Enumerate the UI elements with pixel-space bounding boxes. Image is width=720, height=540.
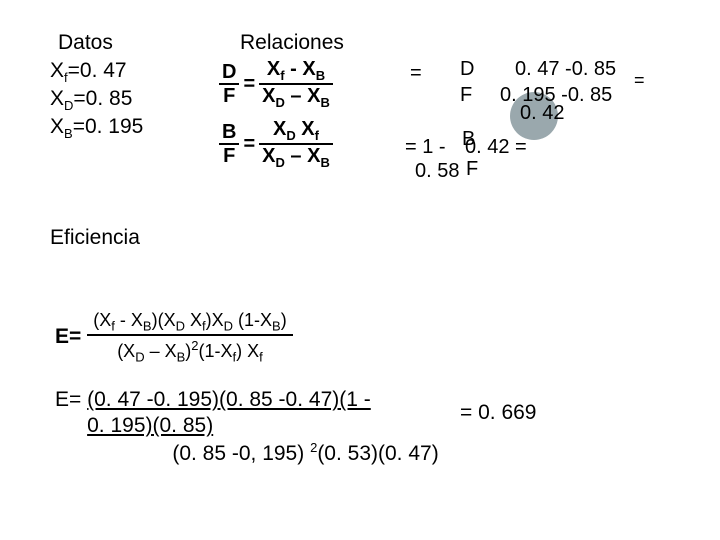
xd-val: =0. 85: [73, 87, 132, 110]
df-D: D: [219, 61, 239, 85]
xb-sub: B: [64, 126, 73, 141]
eff-de: ) X: [236, 341, 259, 361]
eff-ncsub: D: [176, 319, 185, 334]
eff-na: (X: [93, 310, 111, 330]
eff-db: – X: [145, 341, 177, 361]
xd-sub: D: [64, 98, 73, 113]
eff-num: (Xf - XB)(XD Xf)XD (1-XB): [87, 310, 292, 336]
calc2-F: F: [466, 158, 478, 181]
eficiencia-title: Eficiencia: [50, 225, 140, 251]
eff-sub-l1: (0. 47 -0. 195)(0. 85 -0. 47)(1 -: [87, 388, 371, 411]
df-num-b: X: [302, 58, 315, 80]
eff-da: (X: [117, 341, 135, 361]
df-den-bsub: B: [320, 95, 329, 110]
bf-right-frac: XD Xf XD – XB: [259, 118, 333, 171]
eff-dasub: D: [135, 349, 144, 364]
eff-sub-l2: 0. 195)(0. 85): [87, 414, 213, 437]
calc1-res: 0. 42: [520, 102, 564, 125]
bf-left-frac: B F: [219, 121, 239, 167]
df-F: F: [219, 85, 239, 107]
df-den-a: X: [262, 85, 275, 107]
df-den-b: X: [307, 85, 320, 107]
eff-desub: f: [259, 349, 263, 364]
df-num-a: X: [267, 58, 280, 80]
calc1-F: F: [460, 84, 472, 107]
relaciones-title: Relaciones: [240, 30, 344, 56]
datos-title: Datos: [58, 30, 113, 56]
xb-sym: X: [50, 115, 64, 138]
calc1-res-eq: =: [634, 70, 645, 91]
bf-den-bsub: B: [320, 155, 329, 170]
eff-nbsub: B: [143, 319, 152, 334]
calc1-lead: =: [410, 62, 422, 85]
eff-result: = 0. 669: [460, 400, 536, 426]
bf-num-asub: D: [286, 128, 295, 143]
df-left-frac: D F: [219, 61, 239, 107]
datos-xf: Xf=0. 47: [50, 58, 127, 86]
efficiency-formula: E= (Xf - XB)(XD Xf)XD (1-XB) (XD – XB)2(…: [55, 310, 293, 364]
calc2-lead: = 1 -: [405, 136, 446, 159]
datos-xd: XD=0. 85: [50, 86, 132, 114]
df-den-minus: –: [285, 85, 307, 107]
calc2-mid: 0. 42 =: [465, 136, 527, 159]
eff-den: (XD – XB)2(1-Xf) Xf: [87, 336, 292, 365]
eff-ng: ): [281, 310, 287, 330]
eff-dd: (1-X: [199, 341, 233, 361]
eff-nf: (1-X: [233, 310, 272, 330]
bf-eq: =: [243, 133, 255, 156]
eff-E: E=: [55, 325, 81, 349]
xd-sym: X: [50, 87, 64, 110]
eff-nd: X: [185, 310, 202, 330]
bf-num-b: X: [301, 118, 314, 140]
eff-ne: )X: [206, 310, 224, 330]
df-den-asub: D: [275, 95, 284, 110]
bf-den-b: X: [307, 145, 320, 167]
eff-nesub: D: [224, 319, 233, 334]
eff-nfsub: B: [272, 319, 281, 334]
eff-sub-l3a: (0. 85 -0, 195): [172, 442, 310, 465]
bf-den-asub: D: [275, 155, 284, 170]
calc1-num: 0. 47 -0. 85: [515, 58, 616, 81]
eff-sub-lead: E=: [55, 388, 87, 411]
eff-sub-l3b: (0. 53)(0. 47): [317, 442, 438, 465]
bf-formula: B F = XD Xf XD – XB: [215, 118, 337, 171]
eff-dexp: 2: [191, 338, 198, 353]
df-num-bsub: B: [316, 68, 325, 83]
bf-F: F: [219, 145, 239, 167]
xb-val: =0. 195: [73, 115, 144, 138]
bf-num-a: X: [273, 118, 286, 140]
calc1-D: D: [460, 58, 474, 81]
calc2-res: 0. 58: [415, 160, 459, 183]
xf-sym: X: [50, 59, 64, 82]
bf-num-bsub: f: [315, 128, 319, 143]
df-formula: D F = Xf - XB XD – XB: [215, 58, 337, 111]
bf-B: B: [219, 121, 239, 145]
eff-nb: - X: [115, 310, 143, 330]
df-right-frac: Xf - XB XD – XB: [259, 58, 333, 111]
xf-val: =0. 47: [68, 59, 127, 82]
df-eq: =: [243, 73, 255, 96]
eff-nc: )(X: [152, 310, 176, 330]
bf-den-a: X: [262, 145, 275, 167]
eff-dbsub: B: [177, 349, 186, 364]
datos-xb: XB=0. 195: [50, 114, 143, 142]
df-num-minus: -: [285, 58, 303, 80]
eff-substitution: E= (0. 47 -0. 195)(0. 85 -0. 47)(1 - E= …: [55, 387, 439, 467]
bf-den-minus: –: [285, 145, 307, 167]
